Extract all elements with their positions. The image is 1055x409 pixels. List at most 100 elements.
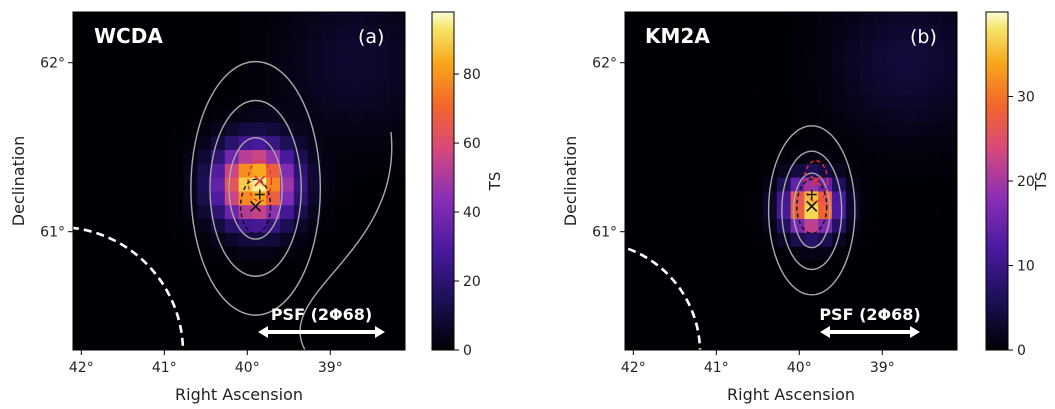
heat-cell [804, 67, 819, 82]
heat-cell [652, 25, 667, 40]
heat-cell [873, 81, 888, 96]
heat-cell [362, 39, 377, 54]
heat-cell [680, 274, 695, 289]
heat-cell [211, 12, 226, 27]
heat-cell [155, 260, 170, 275]
heat-cell [901, 67, 916, 82]
heat-cell [114, 232, 129, 247]
heat-cell [721, 288, 736, 303]
heat-cell [183, 122, 198, 137]
heat-cell [901, 343, 916, 350]
heat-cell [142, 191, 157, 206]
heat-cell [818, 274, 833, 289]
heat-cell [790, 301, 805, 316]
colorbar-tick-label: 30 [1017, 90, 1035, 106]
heat-cell [763, 205, 778, 220]
heat-cell [142, 81, 157, 96]
panel-tag-b: (b) [910, 26, 937, 48]
heat-cell [86, 205, 101, 220]
heat-cell [873, 39, 888, 54]
heat-cell [694, 53, 709, 68]
heat-cell [901, 315, 916, 330]
heat-cell [832, 301, 847, 316]
heat-cell [142, 301, 157, 316]
heat-cell [804, 150, 819, 165]
heat-cell [390, 232, 405, 247]
heat-cell [887, 177, 902, 192]
heat-cell [818, 343, 833, 350]
heat-cell [128, 232, 143, 247]
heat-cell [321, 12, 336, 27]
heat-cell [224, 343, 239, 350]
heat-cell [859, 191, 874, 206]
heat-cell [680, 25, 695, 40]
heat-cell [362, 53, 377, 68]
heat-cell [914, 232, 929, 247]
heat-cell [914, 274, 929, 289]
heat-cell [625, 274, 640, 289]
heat-cell [804, 122, 819, 137]
heat-cell [625, 191, 640, 206]
heat-cell [197, 219, 212, 234]
heat-cell [790, 274, 805, 289]
heat-cell [901, 246, 916, 261]
heat-cell [680, 122, 695, 137]
heat-cell [901, 25, 916, 40]
heat-cell [804, 81, 819, 96]
heat-cell [211, 163, 226, 178]
heat-cell [638, 274, 653, 289]
heat-cell [293, 136, 308, 151]
heat-cell [376, 288, 391, 303]
heat-cell [887, 274, 902, 289]
heat-cell [155, 136, 170, 151]
heat-cell [376, 301, 391, 316]
heat-cell [100, 315, 115, 330]
heat-cell [73, 81, 88, 96]
heat-cell [707, 39, 722, 54]
heat-cell [845, 301, 860, 316]
heat-cell [928, 219, 943, 234]
heat-cell [266, 246, 281, 261]
heat-cell [652, 315, 667, 330]
heat-cell [625, 288, 640, 303]
heat-cell [776, 315, 791, 330]
heat-cell [818, 12, 833, 27]
heat-cell [390, 274, 405, 289]
heat-cell [280, 288, 295, 303]
heat-cell [721, 246, 736, 261]
heat-cell [224, 191, 239, 206]
heat-cell [155, 343, 170, 350]
plus-marker [806, 189, 817, 200]
heat-cell [873, 94, 888, 109]
heat-cell [100, 246, 115, 261]
heat-cell [707, 53, 722, 68]
heat-cell [818, 136, 833, 151]
heat-cell [707, 150, 722, 165]
heat-cell [197, 301, 212, 316]
heat-cell [776, 288, 791, 303]
heat-cell [224, 122, 239, 137]
x-marker [810, 175, 822, 187]
heat-cell [666, 191, 681, 206]
heat-cell [735, 301, 750, 316]
heat-cell [749, 232, 764, 247]
heat-cell [376, 39, 391, 54]
heat-cell [362, 94, 377, 109]
heat-cell [169, 343, 184, 350]
heat-cell [390, 81, 405, 96]
heat-cell [790, 232, 805, 247]
heat-cell [707, 136, 722, 151]
heat-cell [390, 177, 405, 192]
heat-cell [901, 81, 916, 96]
heat-cell [349, 136, 364, 151]
heat-cell [721, 163, 736, 178]
heat-cell [211, 205, 226, 220]
heat-cell [749, 205, 764, 220]
heat-cell [142, 246, 157, 261]
heat-cell [873, 53, 888, 68]
heat-cell [832, 122, 847, 137]
heat-cell [349, 260, 364, 275]
exclusion-arc [57, 225, 185, 353]
heat-cell [666, 301, 681, 316]
heat-cell [887, 12, 902, 27]
